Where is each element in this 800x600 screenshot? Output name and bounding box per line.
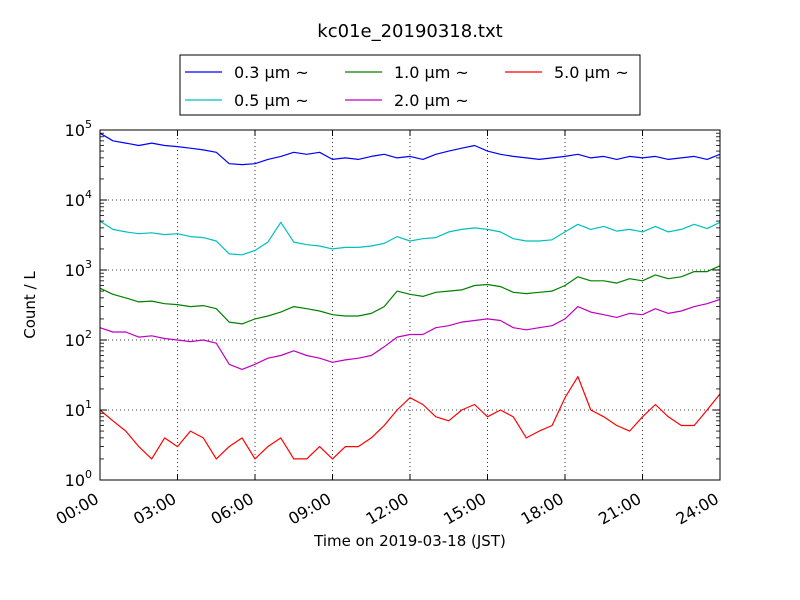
legend-box — [179, 54, 641, 116]
y-tick-label: 100 — [65, 468, 92, 490]
legend-label: 0.5 μm ~ — [234, 91, 309, 110]
legend-label: 5.0 μm ~ — [554, 63, 629, 82]
legend-label: 1.0 μm ~ — [394, 63, 469, 82]
series-line-5 — [99, 376, 721, 460]
x-axis-label: Time on 2019-03-18 (JST) — [313, 532, 506, 550]
series-line-1 — [99, 132, 721, 166]
y-tick-label: 104 — [65, 188, 92, 210]
y-axis-label: Count / L — [21, 271, 39, 339]
legend-label: 2.0 μm ~ — [394, 91, 469, 110]
series-line-2 — [99, 220, 721, 256]
series-group — [99, 132, 721, 460]
y-tick-label: 105 — [65, 118, 92, 140]
legend-label: 0.3 μm ~ — [234, 63, 309, 82]
y-tick-label: 103 — [65, 258, 92, 280]
series-line-3 — [99, 265, 721, 325]
grid — [100, 130, 720, 480]
legend: 0.3 μm ~ 0.5 μm ~ 1.0 μm ~ 2.0 μm ~ 5.0 μm ~ — [179, 54, 641, 116]
y-tick-label: 101 — [65, 398, 92, 420]
y-tick-label: 102 — [65, 328, 92, 350]
chart-title: kc01e_20190318.txt — [317, 21, 502, 42]
series-line-4 — [99, 298, 721, 370]
